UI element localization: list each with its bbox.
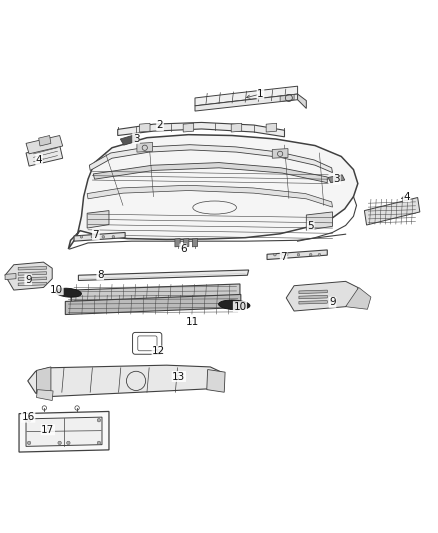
Polygon shape (26, 417, 102, 446)
Polygon shape (89, 144, 332, 173)
Polygon shape (120, 135, 139, 145)
Polygon shape (5, 273, 16, 280)
Circle shape (318, 253, 321, 256)
Text: 17: 17 (41, 425, 54, 435)
Circle shape (297, 253, 300, 256)
Text: 5: 5 (307, 221, 314, 231)
Circle shape (58, 441, 61, 445)
Text: 7: 7 (92, 230, 99, 240)
Polygon shape (140, 123, 150, 132)
Polygon shape (328, 175, 345, 183)
Ellipse shape (55, 288, 81, 297)
Polygon shape (18, 282, 46, 286)
Circle shape (102, 236, 105, 238)
Polygon shape (266, 123, 277, 132)
Polygon shape (5, 262, 52, 290)
Text: 2: 2 (157, 120, 163, 131)
Text: 16: 16 (21, 412, 35, 422)
Polygon shape (299, 301, 327, 304)
Text: 9: 9 (25, 274, 32, 285)
Polygon shape (87, 185, 332, 207)
Text: 3: 3 (133, 134, 139, 143)
Polygon shape (74, 232, 125, 241)
Text: 4: 4 (36, 155, 42, 165)
Polygon shape (71, 284, 240, 302)
Ellipse shape (219, 300, 250, 310)
Polygon shape (68, 135, 358, 249)
Polygon shape (272, 149, 288, 158)
Text: 4: 4 (403, 192, 410, 201)
Circle shape (286, 253, 288, 256)
Polygon shape (26, 145, 63, 166)
Text: 10: 10 (233, 302, 247, 312)
Polygon shape (19, 411, 109, 452)
Polygon shape (364, 198, 420, 225)
Polygon shape (137, 142, 152, 152)
Polygon shape (28, 365, 223, 397)
Text: 6: 6 (180, 244, 187, 254)
Ellipse shape (304, 288, 344, 304)
Polygon shape (297, 94, 306, 108)
Circle shape (97, 418, 101, 422)
Polygon shape (207, 369, 225, 392)
Text: 9: 9 (329, 297, 336, 308)
Polygon shape (306, 212, 332, 230)
Polygon shape (231, 123, 242, 132)
Polygon shape (280, 94, 294, 101)
Polygon shape (65, 294, 241, 314)
Circle shape (274, 253, 276, 256)
Polygon shape (183, 123, 194, 132)
Polygon shape (93, 163, 327, 183)
Text: 13: 13 (172, 372, 185, 382)
Polygon shape (192, 239, 198, 247)
Polygon shape (195, 94, 297, 111)
Circle shape (80, 236, 83, 238)
Polygon shape (286, 281, 358, 311)
Text: 3: 3 (334, 174, 340, 184)
Text: 1: 1 (257, 89, 264, 99)
Text: 10: 10 (50, 285, 63, 295)
Polygon shape (175, 239, 180, 247)
Polygon shape (299, 295, 327, 299)
Polygon shape (18, 277, 46, 280)
Circle shape (309, 253, 312, 256)
Text: 8: 8 (97, 270, 103, 280)
Polygon shape (26, 135, 63, 154)
Circle shape (97, 441, 101, 445)
Polygon shape (39, 135, 51, 146)
Text: 11: 11 (186, 317, 199, 327)
Polygon shape (36, 390, 53, 400)
Polygon shape (36, 367, 51, 395)
Circle shape (27, 418, 31, 422)
Circle shape (112, 236, 115, 238)
Circle shape (91, 236, 94, 238)
Polygon shape (18, 266, 46, 270)
Polygon shape (184, 239, 189, 247)
Polygon shape (195, 86, 297, 106)
Polygon shape (118, 123, 285, 137)
Polygon shape (87, 211, 109, 228)
Circle shape (67, 441, 70, 445)
Polygon shape (78, 270, 249, 280)
Text: 12: 12 (152, 346, 166, 356)
Polygon shape (267, 250, 327, 260)
Polygon shape (346, 287, 371, 309)
Circle shape (27, 441, 31, 445)
Polygon shape (299, 290, 327, 294)
Text: 7: 7 (280, 252, 287, 262)
Polygon shape (18, 272, 46, 275)
